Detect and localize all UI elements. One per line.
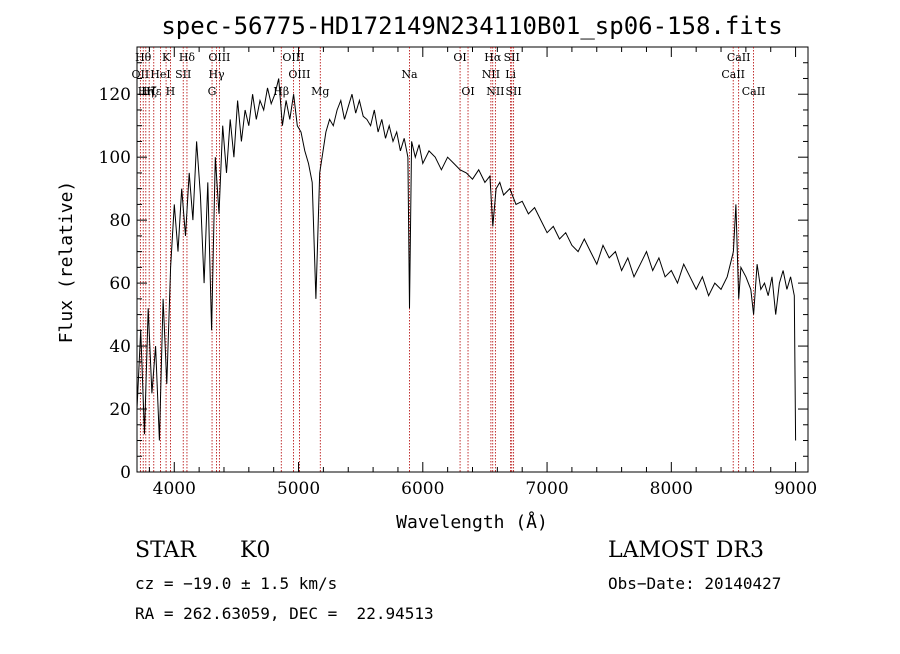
x-tick-label: 4000	[153, 479, 196, 499]
line-label: NII	[486, 85, 504, 98]
line-label: SII	[504, 51, 520, 64]
line-label: CaII	[721, 68, 745, 81]
line-label: Hδ	[179, 51, 196, 64]
y-axis-label: Flux (relative)	[56, 181, 77, 344]
x-axis-label: Wavelength (Å)	[396, 511, 548, 533]
y-tick-label: 100	[99, 148, 131, 168]
spectrum-line	[136, 78, 797, 441]
class-label: STAR	[135, 538, 196, 563]
line-label: Hζ	[141, 85, 157, 98]
line-label: Hα	[484, 51, 502, 64]
line-label: H	[166, 85, 176, 98]
line-label: Hε	[146, 85, 162, 98]
y-tick-label: 40	[109, 337, 131, 357]
line-label: G	[208, 85, 217, 98]
obs-date: Obs−Date: 20140427	[608, 574, 782, 593]
line-label: OIII	[208, 51, 230, 64]
y-tick-label: 20	[109, 400, 131, 420]
line-label: OIII	[282, 51, 304, 64]
line-label: Hθ	[135, 51, 152, 64]
survey-label: LAMOST DR3	[608, 538, 764, 563]
axis-ticks: 4000 5000 6000 7000 8000 9000 0 20 40 60 80 100 120	[99, 47, 817, 499]
y-tick-label: 120	[99, 85, 131, 105]
coordinates: RA = 262.63059, DEC = 22.94513	[135, 604, 434, 623]
plot-border	[136, 46, 809, 473]
y-tick-label: 0	[120, 463, 131, 483]
line-label: Li	[505, 68, 516, 81]
x-tick-label: 9000	[774, 479, 817, 499]
x-tick-label: 8000	[650, 479, 693, 499]
line-label: CaII	[727, 51, 751, 64]
line-label: NII	[482, 68, 500, 81]
line-label: HeI	[150, 68, 170, 81]
line-label: CaII	[742, 85, 766, 98]
line-label: OIII	[288, 68, 310, 81]
line-label: Hβ	[273, 85, 289, 98]
spectral-line-labels: OIIHθHηHζHεHeIKHSIIHδGHγOIIIHβOIIIOIIIMg…	[131, 51, 765, 98]
line-label: SII	[175, 68, 191, 81]
line-label: OI	[461, 85, 474, 98]
x-tick-label: 6000	[401, 479, 444, 499]
subclass-label: K0	[240, 538, 271, 563]
x-tick-label: 7000	[525, 479, 568, 499]
redshift-line: cz = −19.0 ± 1.5 km/s	[135, 574, 338, 593]
line-label: SII	[506, 85, 522, 98]
spectral-line-markers	[139, 47, 754, 472]
line-label: K	[162, 51, 171, 64]
y-tick-label: 60	[109, 274, 131, 294]
line-label: Mg	[311, 85, 329, 98]
line-label: Hγ	[208, 68, 225, 81]
line-label: OII	[131, 68, 149, 81]
plot-frame	[136, 46, 809, 473]
x-tick-label: 5000	[277, 479, 320, 499]
y-tick-label: 80	[109, 211, 131, 231]
line-label: OI	[453, 51, 466, 64]
line-label: Na	[401, 68, 418, 81]
chart-title: spec-56775-HD172149N234110B01_sp06-158.f…	[161, 12, 782, 40]
line-label: Hη	[138, 85, 154, 98]
